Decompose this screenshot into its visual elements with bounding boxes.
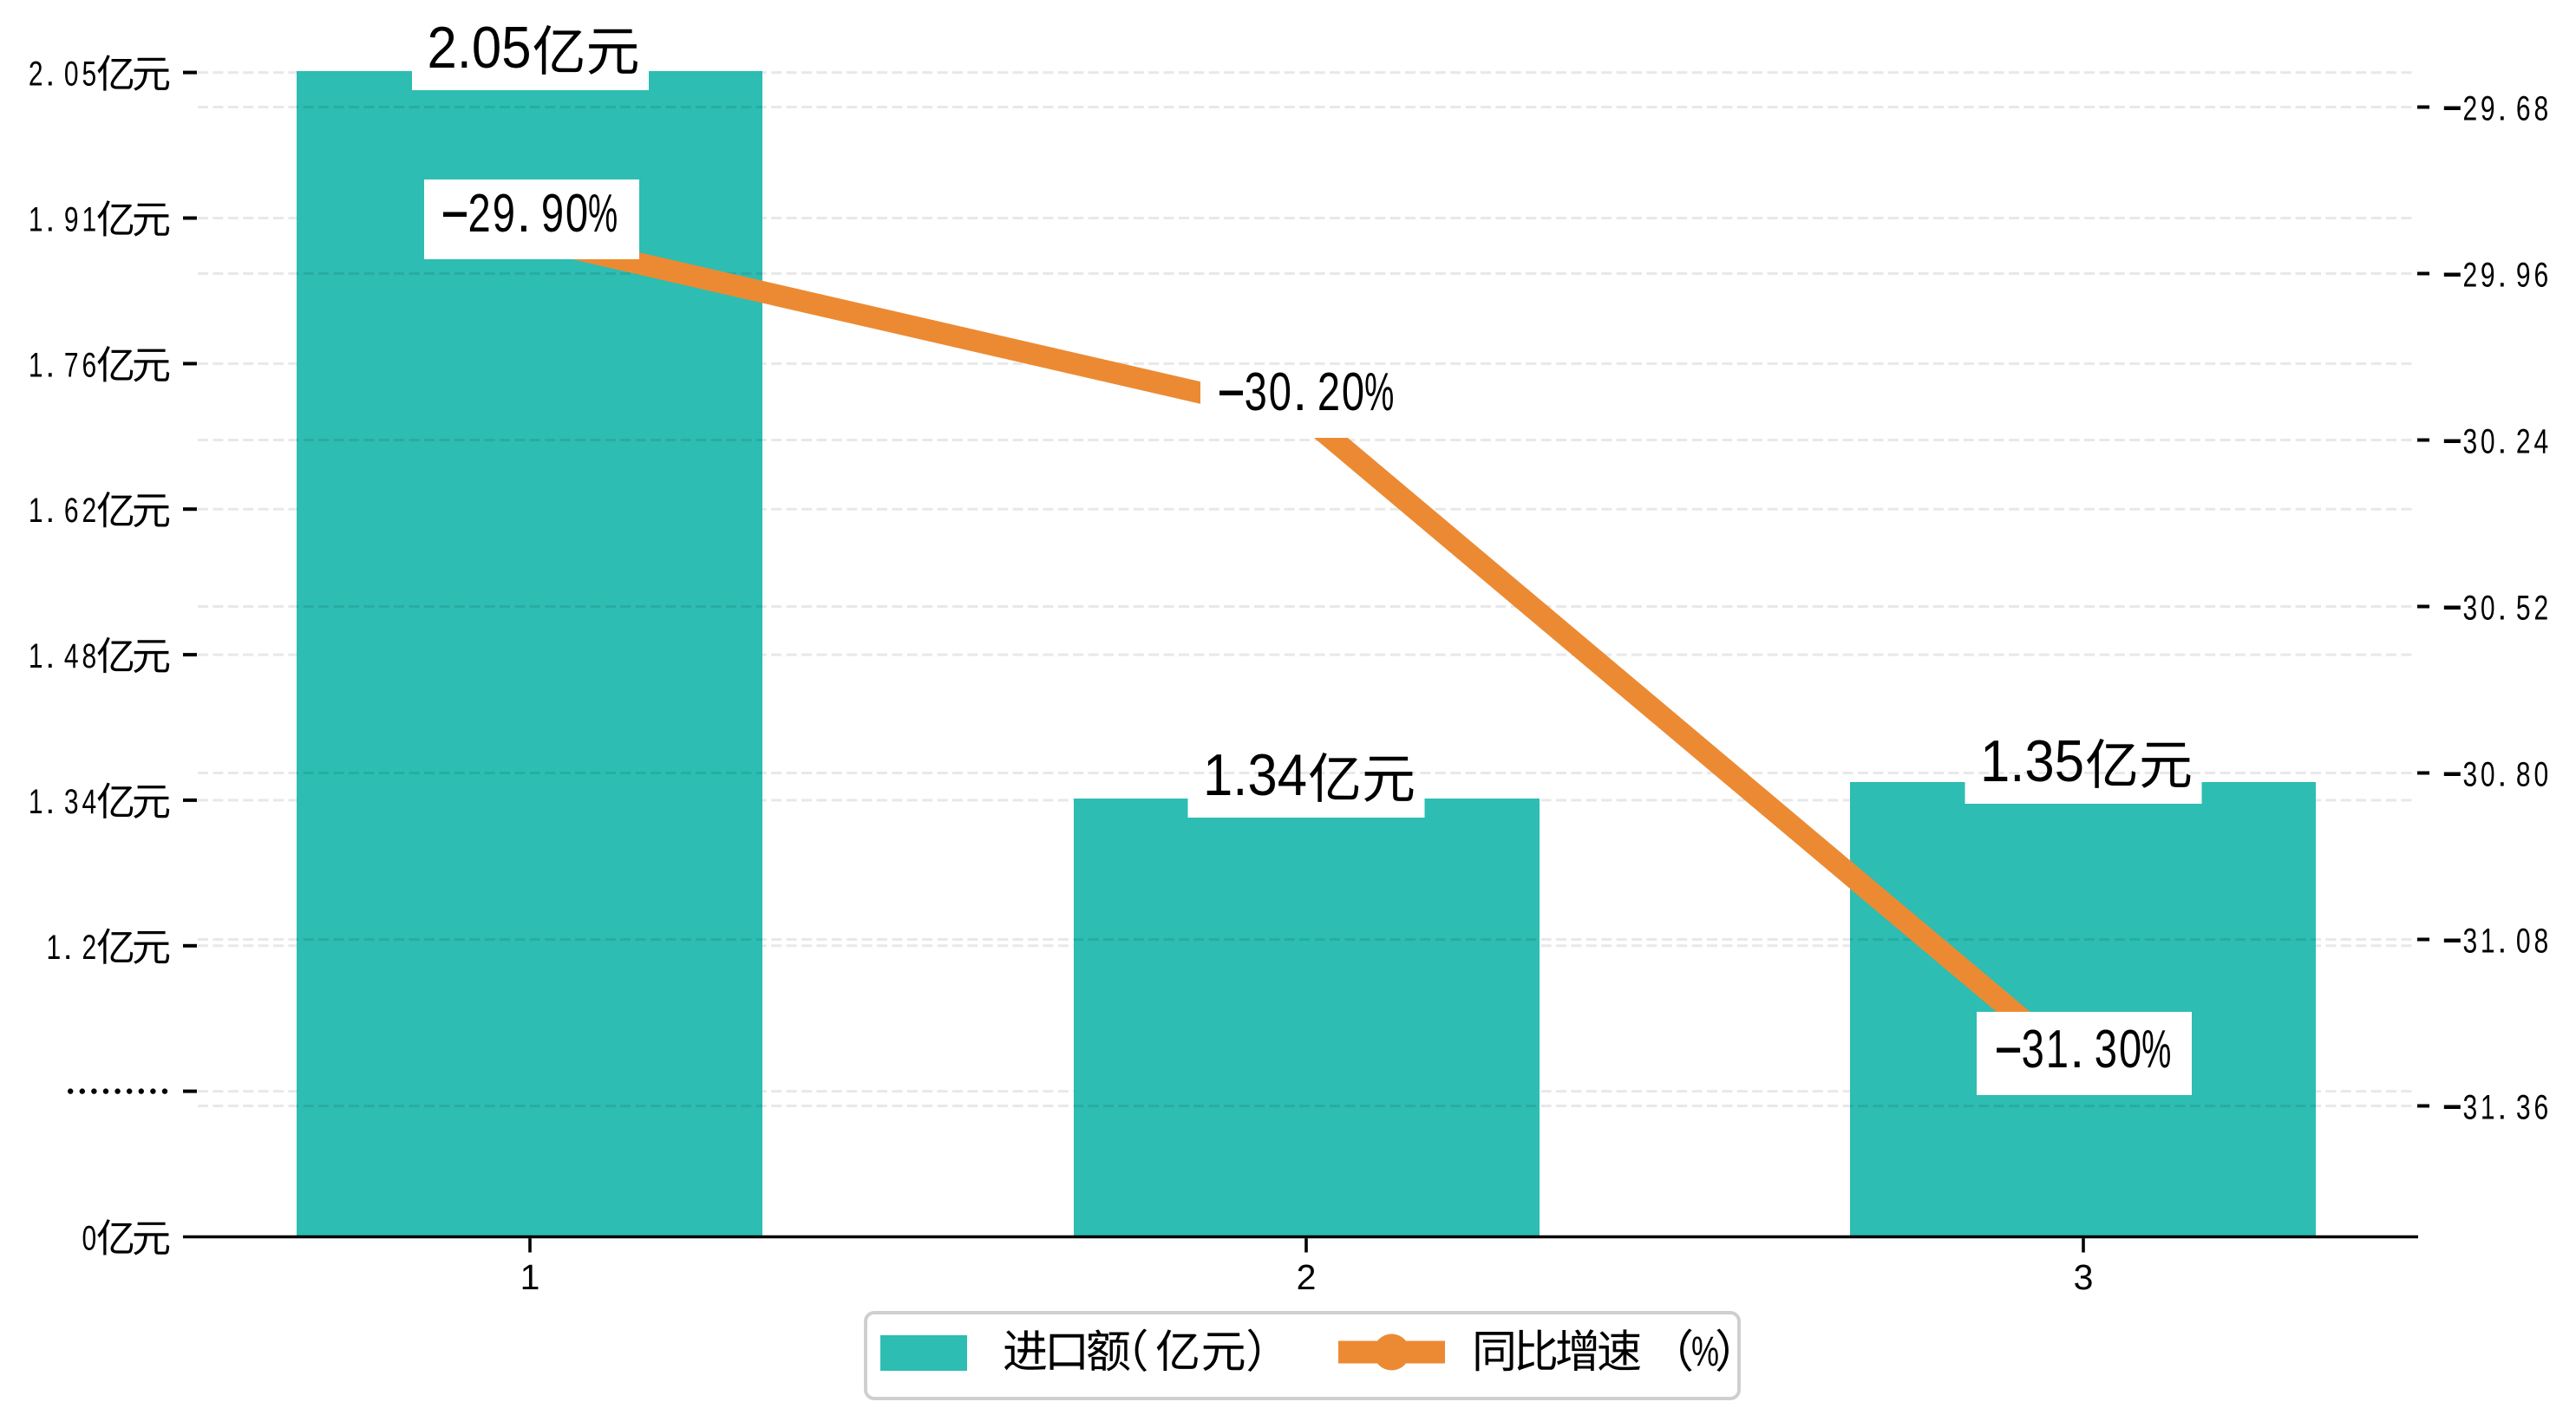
svg-text:0: 0	[566, 183, 588, 244]
svg-text:3: 3	[2462, 422, 2477, 460]
svg-text:.: .	[2497, 1089, 2507, 1127]
svg-text:8: 8	[2534, 922, 2548, 960]
svg-text:6: 6	[64, 492, 79, 530]
svg-text:.: .	[2497, 923, 2507, 961]
svg-text:0: 0	[1269, 362, 1291, 422]
svg-text:3: 3	[2462, 1088, 2477, 1126]
svg-text:0: 0	[2516, 922, 2531, 960]
svg-text:4: 4	[64, 637, 79, 675]
svg-text:6: 6	[2516, 89, 2531, 127]
svg-text:.: .	[45, 346, 55, 384]
svg-text:2: 2	[1297, 1257, 1317, 1297]
svg-text:.: .	[2497, 257, 2507, 295]
svg-text:8: 8	[2516, 755, 2531, 793]
svg-text:3: 3	[2462, 589, 2477, 627]
svg-text:2: 2	[467, 183, 490, 244]
svg-text:0: 0	[82, 1219, 96, 1257]
svg-text:0: 0	[64, 55, 79, 94]
svg-text:1.35: 1.35	[1980, 728, 2084, 794]
svg-text:%: %	[1691, 1328, 1719, 1374]
svg-text:9: 9	[2516, 256, 2531, 294]
svg-text:2: 2	[2534, 589, 2548, 627]
svg-text:%: %	[1364, 362, 1394, 422]
svg-text:1: 1	[29, 783, 43, 821]
svg-text:3: 3	[2462, 755, 2477, 793]
svg-text:2: 2	[29, 55, 43, 94]
svg-text:9: 9	[493, 183, 515, 244]
svg-text:6: 6	[2534, 256, 2548, 294]
svg-text:.: .	[63, 929, 73, 967]
svg-text:5: 5	[82, 55, 96, 94]
svg-text:0: 0	[2534, 755, 2548, 793]
svg-text:1: 1	[2481, 1088, 2495, 1126]
svg-text:2: 2	[2516, 422, 2531, 460]
svg-text:.: .	[2497, 590, 2507, 628]
svg-text:0: 0	[1342, 362, 1364, 422]
svg-text:.: .	[1292, 362, 1307, 422]
svg-text:4: 4	[82, 783, 96, 821]
svg-text:.: .	[2497, 90, 2507, 128]
svg-text:2.05: 2.05	[428, 15, 532, 81]
svg-text:6: 6	[2534, 1088, 2548, 1126]
svg-text:0: 0	[2119, 1019, 2141, 1079]
svg-text:1: 1	[2046, 1019, 2069, 1079]
svg-text:1: 1	[29, 346, 43, 384]
svg-text:1: 1	[29, 492, 43, 530]
svg-text:3: 3	[2074, 1257, 2094, 1297]
svg-text:9: 9	[2481, 256, 2495, 294]
svg-text:7: 7	[64, 346, 79, 384]
svg-text:4: 4	[2534, 422, 2548, 460]
svg-text:.: .	[45, 783, 55, 821]
svg-text:.: .	[2497, 423, 2507, 461]
svg-text:0: 0	[2481, 422, 2495, 460]
svg-text:6: 6	[82, 346, 96, 384]
svg-text:9: 9	[541, 183, 564, 244]
svg-text:2: 2	[1317, 362, 1340, 422]
svg-text:.: .	[45, 201, 55, 239]
svg-text:3: 3	[64, 783, 79, 821]
svg-text:3: 3	[2022, 1019, 2044, 1079]
svg-text:3: 3	[2095, 1019, 2117, 1079]
svg-text:5: 5	[2516, 589, 2531, 627]
svg-text:2: 2	[2462, 89, 2477, 127]
svg-text:0: 0	[2481, 755, 2495, 793]
svg-text:.: .	[45, 55, 55, 94]
svg-text:1.34: 1.34	[1203, 742, 1307, 808]
svg-text:3: 3	[2516, 1088, 2531, 1126]
svg-text:2: 2	[2462, 256, 2477, 294]
svg-text:8: 8	[2534, 89, 2548, 127]
svg-text:1: 1	[46, 929, 61, 967]
svg-text:1: 1	[29, 637, 43, 675]
svg-text:.: .	[45, 637, 55, 675]
svg-text:1: 1	[82, 200, 96, 238]
svg-text:9: 9	[64, 200, 79, 238]
svg-text:2: 2	[82, 492, 96, 530]
svg-text:1: 1	[29, 200, 43, 238]
svg-text:.: .	[2497, 756, 2507, 794]
svg-text:1: 1	[520, 1257, 540, 1297]
svg-text:%: %	[588, 183, 618, 244]
svg-text:%: %	[2141, 1019, 2171, 1079]
svg-text:0: 0	[2481, 589, 2495, 627]
svg-text:3: 3	[1245, 362, 1267, 422]
svg-text:9: 9	[2481, 89, 2495, 127]
svg-text:1: 1	[2481, 922, 2495, 960]
svg-text:.: .	[516, 184, 531, 244]
svg-text:.: .	[45, 492, 55, 530]
svg-text:.: .	[2069, 1020, 2084, 1079]
svg-text:2: 2	[82, 929, 96, 967]
svg-text:3: 3	[2462, 922, 2477, 960]
svg-text:8: 8	[82, 637, 96, 675]
